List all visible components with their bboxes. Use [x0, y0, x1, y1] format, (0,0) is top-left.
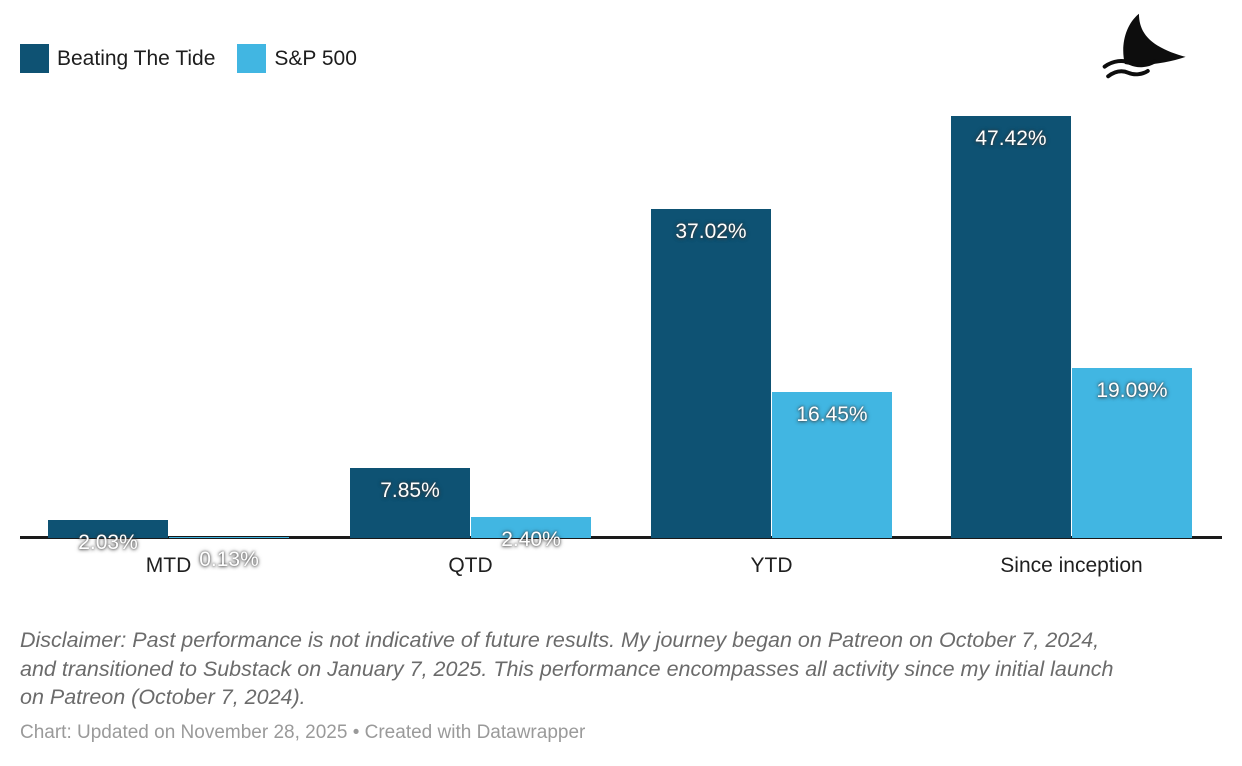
disclaimer-text: Disclaimer: Past performance is not indi… [20, 626, 1230, 712]
bar-value-label-s-p-500-qtd: 2.40% [501, 528, 561, 551]
bar-value-label-s-p-500-since-inception: 19.09% [1096, 379, 1168, 402]
x-axis-label-qtd: QTD [448, 554, 493, 577]
bar-beating-the-tide-since-inception[interactable] [951, 116, 1071, 538]
legend-swatch-beating-the-tide [20, 44, 49, 73]
bar-s-p-500-since-inception[interactable] [1072, 368, 1192, 538]
legend-item-beating-the-tide: Beating The Tide [20, 44, 215, 73]
bar-value-label-beating-the-tide-mtd: 2.03% [78, 531, 138, 554]
bar-value-label-s-p-500-ytd: 16.45% [796, 403, 868, 426]
chart-legend: Beating The Tide S&P 500 [20, 44, 357, 73]
x-axis-label-ytd: YTD [750, 554, 793, 577]
bar-beating-the-tide-mtd[interactable] [48, 520, 168, 538]
disclaimer-line-1: Disclaimer: Past performance is not indi… [20, 628, 1100, 652]
bar-value-label-s-p-500-mtd: 0.13% [199, 548, 259, 571]
legend-swatch-sp500 [237, 44, 267, 73]
x-axis-label-mtd: MTD [145, 554, 192, 577]
bar-beating-the-tide-ytd[interactable] [651, 209, 771, 538]
disclaimer-line-3: on Patreon (October 7, 2024). [20, 685, 306, 709]
bar-s-p-500-mtd[interactable] [169, 537, 289, 538]
bar-s-p-500-qtd[interactable] [471, 517, 591, 538]
x-axis-baseline [20, 536, 1222, 539]
disclaimer-line-2: and transitioned to Substack on January … [20, 656, 1114, 681]
bar-value-label-beating-the-tide-ytd: 37.02% [675, 220, 747, 243]
legend-item-sp500: S&P 500 [237, 44, 357, 73]
legend-label-sp500: S&P 500 [274, 47, 357, 70]
shark-fin-logo [1102, 8, 1190, 90]
chart-credit-text: Chart: Updated on November 28, 2025 • Cr… [20, 722, 586, 743]
legend-label-beating-the-tide: Beating The Tide [57, 47, 216, 70]
bar-s-p-500-ytd[interactable] [772, 392, 892, 538]
bar-value-label-beating-the-tide-since-inception: 47.42% [975, 127, 1047, 150]
bar-value-label-beating-the-tide-qtd: 7.85% [380, 479, 440, 502]
bar-beating-the-tide-qtd[interactable] [350, 468, 470, 538]
x-axis-label-since-inception: Since inception [1000, 554, 1143, 577]
shark-fin-icon [1102, 13, 1186, 79]
